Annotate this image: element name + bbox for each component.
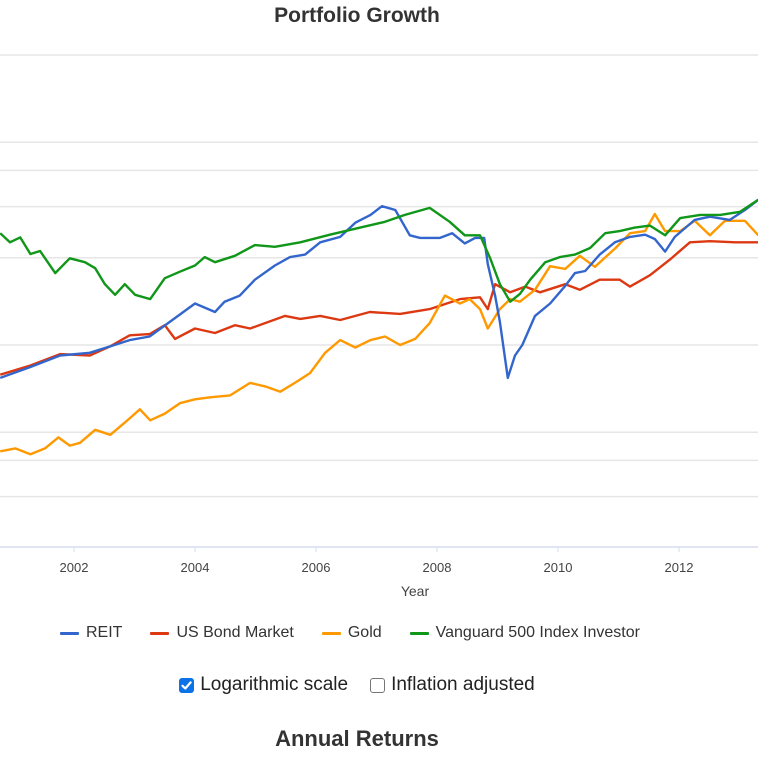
legend-label-us-bond-market: US Bond Market [176, 624, 294, 641]
series-line-gold[interactable] [0, 212, 758, 456]
legend-item-reit[interactable]: REIT [60, 624, 122, 642]
series-line-reit[interactable] [0, 198, 758, 380]
inflation-adjusted-option[interactable]: Inflation adjusted [370, 674, 535, 696]
series-line-vanguard-500-index-investor[interactable] [0, 198, 758, 303]
log-scale-option[interactable]: Logarithmic scale [179, 674, 348, 696]
x-axis-title: Year [401, 583, 430, 599]
legend-label-vanguard-500: Vanguard 500 Index Investor [435, 624, 640, 641]
x-tick-label: 2006 [302, 560, 331, 575]
x-axis-ticks: 2002 2004 2006 2008 2010 2012 [60, 547, 694, 575]
x-tick-label: 2008 [423, 560, 452, 575]
legend-swatch-us-bond-market [150, 631, 170, 635]
log-scale-checkbox[interactable] [179, 677, 195, 693]
series-lines [0, 198, 758, 456]
x-tick-label: 2004 [181, 560, 210, 575]
legend-item-gold[interactable]: Gold [321, 624, 382, 642]
series-line-us-bond-market[interactable] [0, 239, 758, 376]
legend-item-us-bond-market[interactable]: US Bond Market [150, 624, 294, 642]
gridlines [0, 54, 758, 498]
legend-label-reit: REIT [86, 624, 123, 641]
annual-returns-heading: Annual Returns [275, 726, 439, 751]
checkmark-icon [181, 680, 192, 690]
log-scale-label: Logarithmic scale [200, 674, 349, 695]
inflation-adjusted-checkbox[interactable] [370, 677, 386, 693]
x-tick-label: 2002 [60, 560, 89, 575]
legend-swatch-gold [321, 631, 341, 635]
legend-swatch-reit [60, 631, 79, 635]
chart-legend: REIT US Bond Market Gold Vanguard 500 In… [60, 624, 668, 642]
x-tick-label: 2012 [665, 560, 694, 575]
legend-swatch-vanguard-500 [409, 631, 429, 635]
portfolio-growth-chart: 2002 2004 2006 2008 2010 2012 Year [0, 54, 758, 599]
inflation-adjusted-label: Inflation adjusted [391, 674, 535, 695]
legend-label-gold: Gold [347, 624, 382, 641]
x-tick-label: 2010 [544, 560, 573, 575]
chart-options: Logarithmic scale Inflation adjusted [0, 674, 714, 696]
legend-item-vanguard-500[interactable]: Vanguard 500 Index Investor [409, 624, 640, 642]
chart-title: Portfolio Growth [274, 4, 440, 27]
